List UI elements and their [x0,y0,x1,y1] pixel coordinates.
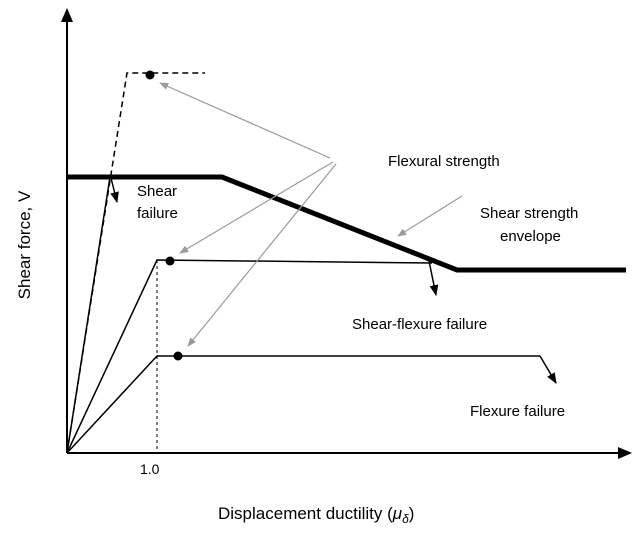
x-axis-label-text: Displacement ductility ( [218,504,393,523]
shear-flexure-arrow [428,260,439,297]
shear-strength-envelope [67,174,626,273]
x-axis-label: Displacement ductility (μδ) [218,504,414,526]
flexural-dashed-curve [66,72,205,454]
x-axis-label-symbol: μ [392,504,403,523]
x-axis-tick-1: 1.0 [140,461,160,477]
x-axis-arrowhead [618,447,632,459]
leader-arrow-to-flexure [187,163,337,347]
x-axis-label-subscript: δ [402,512,409,526]
shear-strength-envelope-label-line2: envelope [500,228,561,245]
leader-arrow-to-shear-flexure [179,161,334,254]
flexure-failure-label: Flexure failure [470,403,565,420]
shear-failure-line [66,176,111,454]
flexure-point [173,351,183,361]
shear-failure-arrow [110,177,119,204]
shear-failure-label-line1: Shear [137,183,177,200]
leader-arrow-to-dashed [159,82,331,159]
shear-flexure-failure-label: Shear-flexure failure [352,316,487,333]
shear-failure-label-line2: failure [137,205,178,222]
shear-strength-envelope-label-line1: Shear strength [480,205,578,222]
flexure-curve [66,355,540,454]
y-axis-arrowhead [61,8,73,22]
leader-arrow-to-envelope [397,195,463,237]
flexural-strength-label: Flexural strength [388,153,500,170]
flexure-arrow [539,355,557,384]
shear-flexure-point [165,256,175,266]
y-axis-label: Shear force, V [15,190,34,299]
x-axis-label-close: ) [409,504,415,523]
flexural-dashed-point [145,70,155,80]
